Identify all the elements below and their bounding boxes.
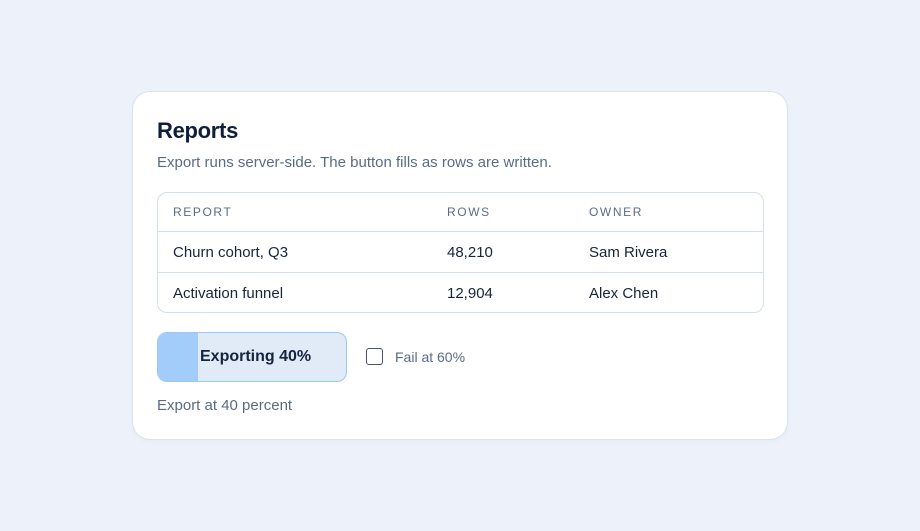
fail-at-60-checkbox[interactable] [366,348,383,365]
owner-cell: Sam Rivera [589,243,668,261]
reports-table: REPORT ROWS OWNER Churn cohort, Q3 48,21… [157,192,764,313]
column-header-report: REPORT [173,205,233,219]
table-row: Activation funnel 12,904 Alex Chen [158,272,763,312]
page-subtitle: Export runs server-side. The button fill… [157,154,552,171]
page-title: Reports [157,118,239,143]
reports-card: Reports Export runs server-side. The but… [132,91,788,440]
owner-cell: Alex Chen [589,284,659,302]
report-name-cell: Activation funnel [173,284,284,302]
column-header-owner: OWNER [589,205,643,219]
column-header-rows: ROWS [447,205,491,219]
table-row: Churn cohort, Q3 48,210 Sam Rivera [158,231,763,272]
export-progress-fill [158,333,198,381]
export-progress-button[interactable]: Exporting 40% [157,332,347,382]
row-count-cell: 48,210 [447,243,493,261]
export-status-text: Export at 40 percent [157,397,293,414]
fail-at-60-toggle[interactable]: Fail at 60% [366,348,465,365]
export-button-label: Exporting 40% [200,348,312,365]
row-count-cell: 12,904 [447,284,493,302]
report-name-cell: Churn cohort, Q3 [173,243,289,261]
fail-at-60-label: Fail at 60% [395,348,466,365]
table-header-row: REPORT ROWS OWNER [158,193,763,231]
